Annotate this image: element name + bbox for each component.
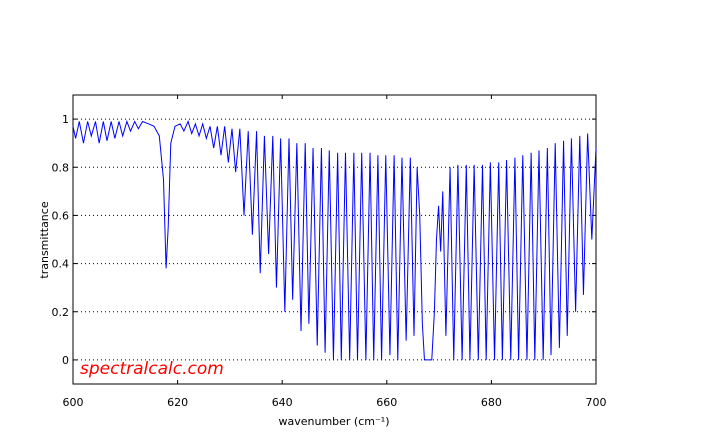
x-tick-label: 620 xyxy=(167,396,188,409)
x-axis-label: wavenumber (cm⁻¹) xyxy=(278,415,389,428)
y-tick-label: 0.6 xyxy=(52,209,70,222)
y-tick-label: 0.2 xyxy=(52,306,70,319)
x-tick-label: 600 xyxy=(63,396,84,409)
y-tick-label: 1 xyxy=(62,113,69,126)
x-tick-label: 700 xyxy=(586,396,607,409)
x-tick-label: 640 xyxy=(272,396,293,409)
x-tick-label: 680 xyxy=(481,396,502,409)
y-tick-label: 0.4 xyxy=(52,258,70,271)
plot-frame xyxy=(72,94,597,385)
spectrum-line xyxy=(72,119,597,361)
y-tick-label: 0 xyxy=(62,354,69,367)
x-tick-label: 660 xyxy=(376,396,397,409)
y-tick-label: 0.8 xyxy=(52,161,70,174)
y-axis-label: transmittance xyxy=(38,201,51,278)
watermark: spectralcalc.com xyxy=(80,359,224,379)
